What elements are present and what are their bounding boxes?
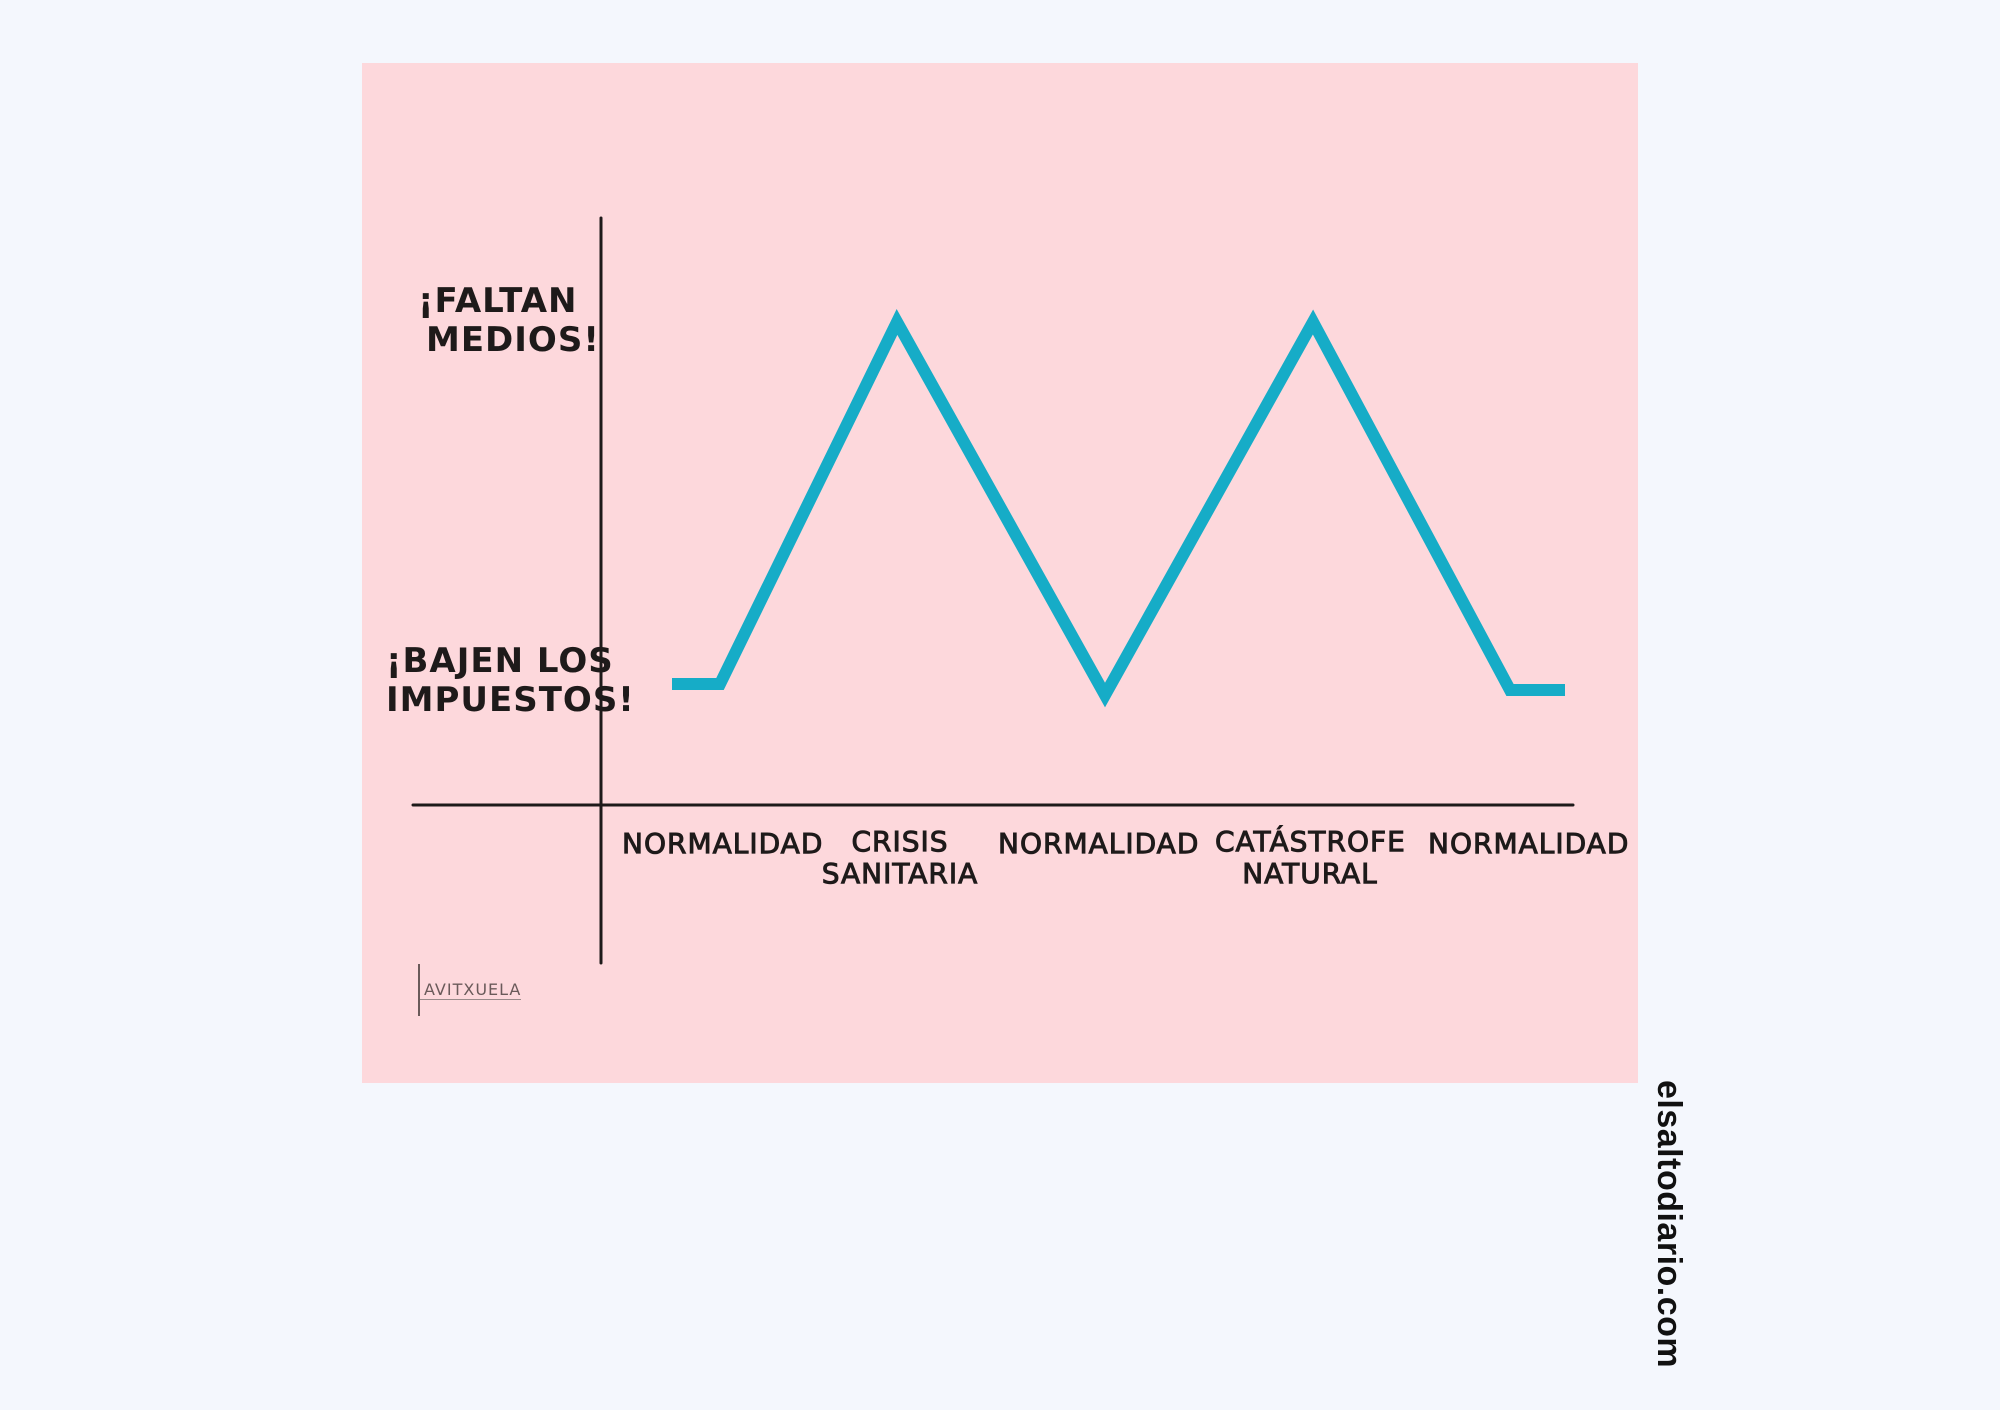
x-label-2-line1: NORMALIDAD: [998, 827, 1200, 860]
x-label-0: NORMALIDAD: [622, 827, 824, 860]
x-label-4: NORMALIDAD: [1428, 827, 1630, 860]
x-label-3-line2: NATURAL: [1242, 857, 1378, 891]
y-label-top-line1: ¡FALTAN: [418, 281, 578, 321]
x-label-3-line1: CATÁSTROFE: [1215, 825, 1406, 858]
x-label-1-line1: CRISIS: [851, 825, 949, 858]
y-label-bottom-line1: ¡BAJEN LOS: [386, 641, 614, 681]
x-label-3: CATÁSTROFE NATURAL: [1215, 825, 1406, 891]
x-label-4-line1: NORMALIDAD: [1428, 827, 1630, 860]
cartoon-panel: [362, 63, 1638, 1083]
signature-stroke: [418, 964, 420, 1016]
x-label-1: CRISIS SANITARIA: [810, 825, 990, 891]
y-label-top: ¡FALTAN MEDIOS!: [418, 281, 600, 361]
y-label-top-line2: MEDIOS!: [426, 320, 600, 361]
watermark: elsaltodiario.com: [1650, 1080, 1688, 1369]
artist-signature: AVITXUELA: [418, 964, 522, 1016]
x-label-2: NORMALIDAD: [998, 827, 1200, 860]
signature-text: AVITXUELA: [424, 980, 522, 999]
y-label-bottom-line2: IMPUESTOS!: [386, 680, 635, 721]
line-chart: [411, 216, 1575, 965]
y-label-bottom: ¡BAJEN LOS IMPUESTOS!: [386, 641, 635, 721]
data-line: [672, 309, 1565, 708]
x-label-1-line2: SANITARIA: [821, 857, 979, 891]
x-label-0-line1: NORMALIDAD: [622, 827, 824, 860]
